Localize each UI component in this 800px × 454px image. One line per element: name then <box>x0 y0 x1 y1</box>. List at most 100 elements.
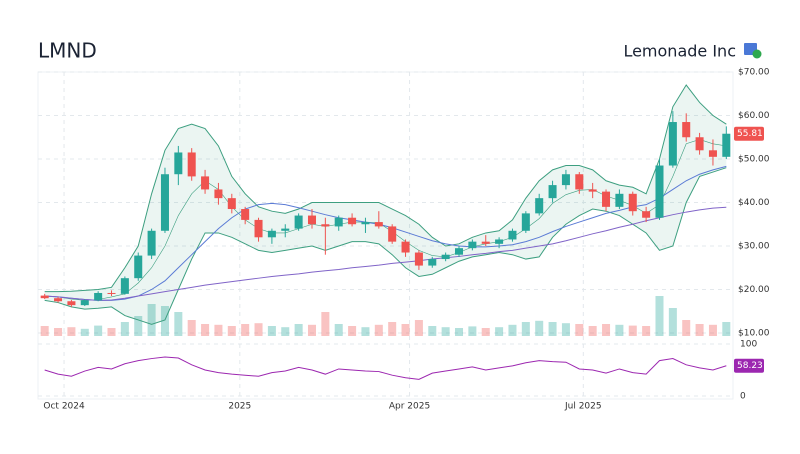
volume-bar <box>174 312 183 336</box>
volume-bar <box>495 327 504 336</box>
rsi-label: 58.23 <box>737 361 763 371</box>
candle-body <box>455 248 464 255</box>
volume-bar <box>67 327 76 336</box>
candle-body <box>120 278 129 294</box>
x-tick-label: 2025 <box>228 402 251 412</box>
candle-body <box>722 133 731 157</box>
volume-bar <box>468 326 477 336</box>
candle-body <box>201 176 210 190</box>
volume-bar <box>535 320 544 336</box>
icon-badge[interactable] <box>752 49 762 59</box>
y-tick-label: $60.00 <box>738 111 770 121</box>
volume-bar <box>201 324 210 336</box>
volume-bar <box>561 323 570 336</box>
candle-body <box>428 259 437 266</box>
volume-bar <box>120 322 129 336</box>
volume-bar <box>428 326 437 336</box>
candle-body <box>668 122 677 166</box>
y-tick-label: $10.00 <box>738 329 770 339</box>
candle-body <box>695 137 704 151</box>
volume-bar <box>254 323 263 336</box>
volume-bar <box>40 326 49 336</box>
volume-bar <box>334 324 343 336</box>
volume-bar <box>708 324 717 336</box>
candle-body <box>575 174 584 190</box>
candle-body <box>414 252 423 266</box>
volume-bar <box>655 296 664 336</box>
ma50-line <box>44 165 727 301</box>
settings-icon[interactable] <box>744 43 762 59</box>
candle-body <box>348 217 357 225</box>
values-line <box>44 356 727 380</box>
volume-bar <box>441 327 450 336</box>
candle-body <box>160 174 169 231</box>
volume-bar <box>134 316 143 336</box>
volume-bar <box>267 326 276 336</box>
volume-bar <box>455 328 464 336</box>
ma200-line <box>44 206 727 301</box>
candle-body <box>334 217 343 227</box>
candle-body <box>134 255 143 279</box>
volume-bar <box>80 328 89 336</box>
candle-body <box>708 150 717 157</box>
volume-bar <box>668 308 677 336</box>
y-tick-label: $70.00 <box>738 68 770 78</box>
y-tick-label: $40.00 <box>738 198 770 208</box>
candle-body <box>401 241 410 253</box>
candle-body <box>481 241 490 244</box>
volume-bar <box>54 328 63 336</box>
rsi-tick-label: 100 <box>740 340 757 350</box>
candle-body <box>374 222 383 227</box>
y-tick-label: $50.00 <box>738 155 770 165</box>
volume-bar <box>642 326 651 336</box>
candle-body <box>147 230 156 256</box>
volume-bar <box>214 324 223 336</box>
volume-bar <box>575 324 584 336</box>
candle-body <box>655 165 664 218</box>
candle-body <box>602 191 611 207</box>
candle-body <box>67 301 76 306</box>
volume-bar <box>682 320 691 336</box>
candle-body <box>214 189 223 199</box>
x-tick-label: Jul 2025 <box>564 402 602 412</box>
bb-lower-line <box>44 167 727 325</box>
candle-body <box>615 193 624 207</box>
volume-bar <box>361 327 370 336</box>
volume-bar <box>160 306 169 336</box>
price-label: 55.81 <box>737 129 763 139</box>
volume-bar <box>374 324 383 336</box>
volume-bar <box>241 324 250 336</box>
volume-bar <box>107 328 116 336</box>
volume-bar <box>521 322 530 336</box>
volume-bar <box>695 324 704 336</box>
candle-body <box>40 295 49 299</box>
volume-bar <box>147 304 156 336</box>
candle-body <box>80 300 89 306</box>
candle-body <box>361 222 370 225</box>
candle-body <box>521 213 530 231</box>
bb-mid-line <box>44 139 727 301</box>
candle-body <box>107 292 116 294</box>
y-tick-label: $20.00 <box>738 285 770 295</box>
bb-upper-line <box>44 84 727 293</box>
volume-bar <box>307 324 316 336</box>
volume-bar <box>414 320 423 336</box>
band-fill <box>44 85 727 325</box>
candle-body <box>294 215 303 229</box>
chart-title: LMND <box>38 39 97 63</box>
x-tick-label: Apr 2025 <box>389 402 430 412</box>
price-label-box <box>734 126 764 141</box>
volume-bar <box>508 324 517 336</box>
y-tick-label: $30.00 <box>738 242 770 252</box>
candle-body <box>561 174 570 186</box>
candle-body <box>628 193 637 212</box>
candle-body <box>388 226 397 242</box>
volume-bar <box>602 324 611 336</box>
candle-body <box>588 189 597 192</box>
volume-bar <box>281 327 290 336</box>
candle-body <box>227 198 236 210</box>
volume-bar <box>588 326 597 336</box>
volume-bar <box>187 320 196 336</box>
